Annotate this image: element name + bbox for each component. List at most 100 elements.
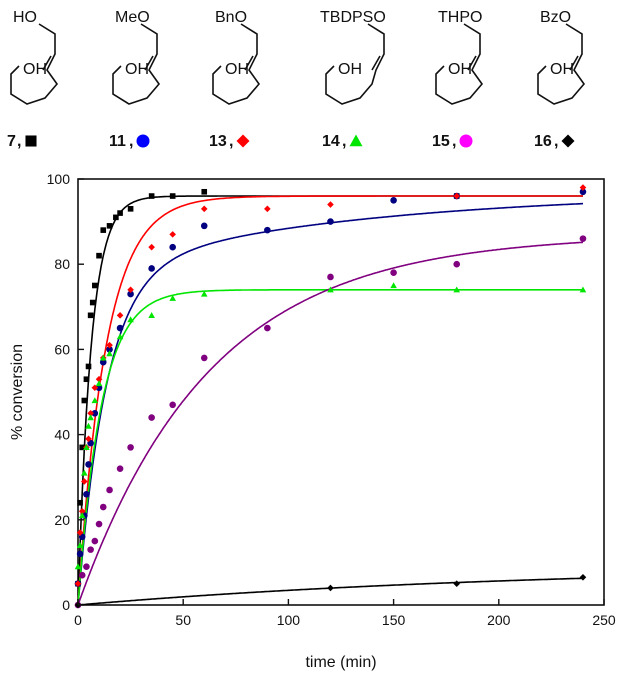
data-point-13: [81, 478, 88, 485]
x-axis-title: time (min): [305, 654, 376, 671]
data-point-7: [92, 282, 98, 289]
data-point-14: [390, 282, 397, 289]
carbon-chain: [537, 23, 586, 105]
data-point-14: [74, 563, 82, 570]
carbon-chain: [112, 23, 161, 105]
data-point-7: [85, 363, 92, 370]
data-point-15: [579, 235, 587, 242]
data-point-14: [106, 350, 113, 357]
hydroxyl-label: OH: [448, 61, 472, 78]
data-point-14: [127, 316, 134, 323]
fit-curves: [77, 195, 584, 606]
legend-marker-7: [25, 135, 37, 147]
fit-curve-14: [77, 289, 583, 606]
hydroxyl-label: OH: [23, 61, 47, 78]
protecting-group-label: THPO: [438, 9, 482, 26]
y-tick-label: 0: [62, 597, 70, 613]
data-point-15: [169, 401, 176, 409]
data-point-7: [169, 193, 176, 199]
x-tick-label: 200: [487, 612, 511, 628]
data-point-14: [78, 512, 86, 519]
hydroxyl-label: OH: [125, 61, 149, 78]
data-point-15: [390, 269, 397, 277]
data-point-7: [106, 223, 113, 229]
x-tick-label: 150: [382, 612, 406, 628]
data-point-14: [327, 286, 334, 293]
compound-separator: ,: [17, 133, 21, 150]
data-point-13: [95, 375, 103, 383]
compound-separator: ,: [554, 133, 558, 150]
compound-number: 13: [209, 133, 227, 150]
data-point-16: [327, 584, 334, 592]
double-bond: [569, 55, 579, 71]
data-point-11: [148, 265, 155, 272]
compound-separator: ,: [452, 133, 456, 150]
data-point-15: [91, 537, 99, 545]
data-point-11: [579, 188, 587, 196]
data-point-11: [169, 243, 176, 251]
compound-number: 7: [7, 133, 16, 150]
data-point-14: [83, 444, 90, 451]
double-bond: [42, 55, 52, 71]
y-tick-label: 100: [47, 171, 71, 187]
data-point-13: [127, 286, 134, 294]
data-point-7: [117, 210, 123, 216]
fit-curve-11: [77, 202, 584, 606]
data-points: [74, 184, 587, 609]
y-tick-label: 60: [54, 341, 70, 357]
plot-frame: [77, 178, 605, 606]
structure-13: BnO OH 13,: [209, 9, 261, 150]
fit-curve-16: [77, 577, 583, 606]
data-point-14: [116, 333, 124, 340]
data-point-13: [78, 507, 86, 515]
legend-marker-13: [236, 134, 250, 148]
data-point-11: [264, 226, 271, 234]
protecting-group-label: BzO: [540, 9, 571, 26]
data-point-13: [116, 312, 124, 319]
carbon-chain: [435, 23, 484, 105]
compound-separator: ,: [342, 133, 346, 150]
data-point-13: [76, 529, 84, 536]
data-point-14: [85, 422, 92, 429]
axis-ticks: 0 50 100 150 200 250 0 20 40 60 80 100: [47, 171, 616, 628]
data-point-11: [116, 324, 124, 332]
data-point-11: [200, 222, 208, 230]
hydroxyl-label: OH: [225, 61, 249, 78]
data-point-7: [81, 397, 88, 404]
data-point-11: [327, 218, 334, 225]
data-point-11: [83, 490, 90, 498]
hydroxyl-label: OH: [338, 61, 362, 78]
data-point-14: [95, 380, 103, 387]
y-tick-label: 80: [54, 256, 70, 272]
structure-panel: HO OH 7 , MeO OH 11 , BnO OH 13 , TBDPSO OH 14 , THPO OH 1…: [7, 9, 586, 150]
data-point-7: [113, 214, 119, 221]
y-tick-label: 40: [54, 427, 70, 443]
protecting-group-label: BnO: [215, 9, 247, 26]
data-point-14: [87, 414, 94, 421]
structure-11: MeO OH 11,: [109, 9, 161, 150]
data-point-13: [579, 184, 587, 191]
compound-number: 11: [109, 133, 126, 150]
x-tick-label: 100: [277, 612, 301, 628]
data-point-13: [148, 243, 155, 251]
data-point-7: [87, 312, 94, 319]
data-point-15: [99, 503, 107, 511]
data-point-15: [95, 520, 103, 528]
protecting-group-label: TBDPSO: [320, 9, 386, 26]
double-bond: [467, 55, 477, 71]
data-point-15: [87, 546, 94, 553]
data-point-13: [169, 231, 176, 238]
data-point-14: [200, 290, 208, 297]
data-point-14: [99, 354, 107, 361]
conversion-plot: 0 50 100 150 200 250 0 20 40 60 80 100 time (min) %…: [9, 171, 616, 671]
data-point-14: [453, 286, 461, 293]
data-point-13: [87, 410, 94, 417]
compound-number: 14: [322, 133, 340, 150]
data-point-7: [89, 299, 96, 306]
y-axis-title: % conversion: [9, 344, 26, 440]
structure-14: TBDPSO OH 14,: [320, 9, 386, 150]
legend-marker-15: [459, 134, 473, 148]
data-point-11: [85, 461, 92, 468]
data-point-13: [106, 341, 113, 349]
data-point-11: [106, 346, 113, 353]
